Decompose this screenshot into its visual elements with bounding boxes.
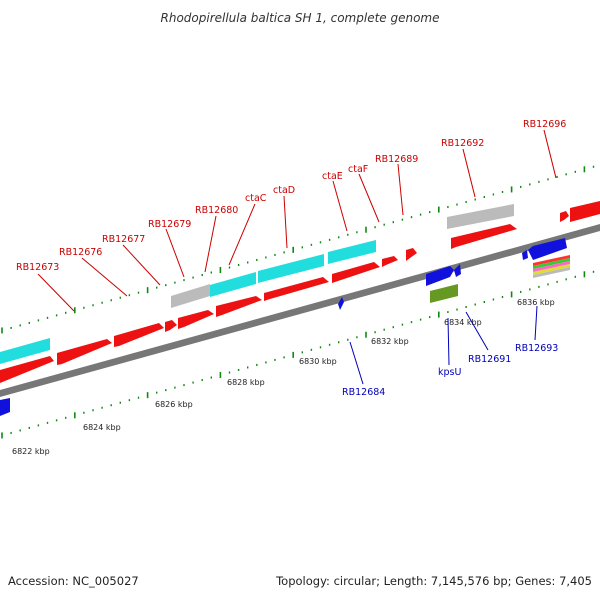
gene-label-rb12679[interactable]: RB12679	[148, 219, 191, 230]
cyan-feature[interactable]	[0, 338, 50, 364]
gene-label-ctad[interactable]: ctaD	[273, 185, 295, 196]
gene-label-rb12696[interactable]: RB12696	[523, 119, 566, 130]
gene-label-rb12689[interactable]: RB12689	[375, 154, 418, 165]
upper-gray-features	[171, 204, 514, 308]
gene-label-rb12680[interactable]: RB12680	[195, 205, 238, 216]
outer-ruler	[1, 165, 595, 334]
forward-gene[interactable]	[451, 224, 517, 249]
forward-gene[interactable]	[560, 211, 569, 222]
map-title: Rhodopirellula baltica SH 1, complete ge…	[161, 11, 440, 25]
gene-label-ctaf[interactable]: ctaF	[348, 164, 368, 175]
reverse-genes	[0, 238, 567, 416]
scale-label: 6826 kbp	[155, 400, 193, 409]
gene-label-ctae[interactable]: ctaE	[322, 171, 343, 182]
cyan-feature[interactable]	[328, 240, 376, 264]
forward-gene[interactable]	[332, 262, 380, 283]
inner-ruler	[1, 270, 595, 439]
scale-labels: 6822 kbp 6824 kbp 6826 kbp 6828 kbp 6830…	[12, 298, 555, 456]
olive-feature[interactable]	[430, 284, 458, 303]
gene-label-rb12684[interactable]: RB12684	[342, 387, 385, 398]
cyan-features	[0, 240, 376, 364]
reverse-gene[interactable]	[338, 297, 344, 310]
forward-genes	[0, 201, 600, 383]
scale-label: 6834 kbp	[444, 318, 482, 327]
reverse-gene[interactable]	[522, 250, 528, 260]
reverse-gene[interactable]	[0, 398, 10, 416]
cyan-feature[interactable]	[210, 272, 256, 297]
forward-gene[interactable]	[570, 201, 600, 222]
reverse-gene[interactable]	[528, 238, 567, 260]
cyan-feature[interactable]	[258, 254, 324, 283]
gray-feature[interactable]	[447, 204, 514, 229]
rrna-stripe-feature[interactable]	[533, 264, 570, 275]
gene-label-rb12676[interactable]: RB12676	[59, 247, 102, 258]
gene-label-rb12692[interactable]: RB12692	[441, 138, 484, 149]
rrna-stripe-feature[interactable]	[533, 258, 570, 269]
forward-gene[interactable]	[178, 310, 214, 329]
scale-label: 6822 kbp	[12, 447, 50, 456]
gene-label-ctac[interactable]: ctaC	[245, 193, 267, 204]
scale-label: 6832 kbp	[371, 337, 409, 346]
scale-label: 6828 kbp	[227, 378, 265, 387]
reverse-gene[interactable]	[454, 264, 461, 277]
forward-gene[interactable]	[216, 296, 262, 317]
accession-text: Accession: NC_005027	[8, 574, 139, 588]
rrna-stripe-feature[interactable]	[533, 261, 570, 272]
bottom-gene-labels: RB12684 kpsU RB12691 RB12693	[342, 343, 558, 398]
forward-gene[interactable]	[382, 256, 398, 267]
gray-feature[interactable]	[171, 284, 210, 308]
forward-gene[interactable]	[264, 277, 329, 301]
scale-label: 6824 kbp	[83, 423, 121, 432]
forward-gene[interactable]	[57, 339, 112, 365]
forward-gene[interactable]	[114, 323, 164, 347]
forward-gene[interactable]	[0, 356, 54, 383]
forward-gene[interactable]	[165, 320, 177, 332]
scale-label: 6836 kbp	[517, 298, 555, 307]
rrna-stripe-feature[interactable]	[533, 267, 570, 278]
rrna-stripe-feature[interactable]	[533, 255, 570, 266]
gene-label-rb12677[interactable]: RB12677	[102, 234, 145, 245]
gene-label-rb12691[interactable]: RB12691	[468, 354, 511, 365]
gene-label-kpsu[interactable]: kpsU	[438, 367, 461, 378]
misc-features	[430, 255, 570, 303]
gene-label-rb12693[interactable]: RB12693	[515, 343, 558, 354]
genome-summary-text: Topology: circular; Length: 7,145,576 bp…	[275, 574, 592, 588]
scale-label: 6830 kbp	[299, 357, 337, 366]
reverse-gene[interactable]	[426, 266, 454, 286]
top-gene-labels: RB12673 RB12676 RB12677 RB12679 RB12680 …	[16, 119, 566, 273]
gene-label-rb12673[interactable]: RB12673	[16, 262, 59, 273]
label-leaders	[37, 129, 557, 385]
forward-gene[interactable]	[406, 248, 417, 261]
